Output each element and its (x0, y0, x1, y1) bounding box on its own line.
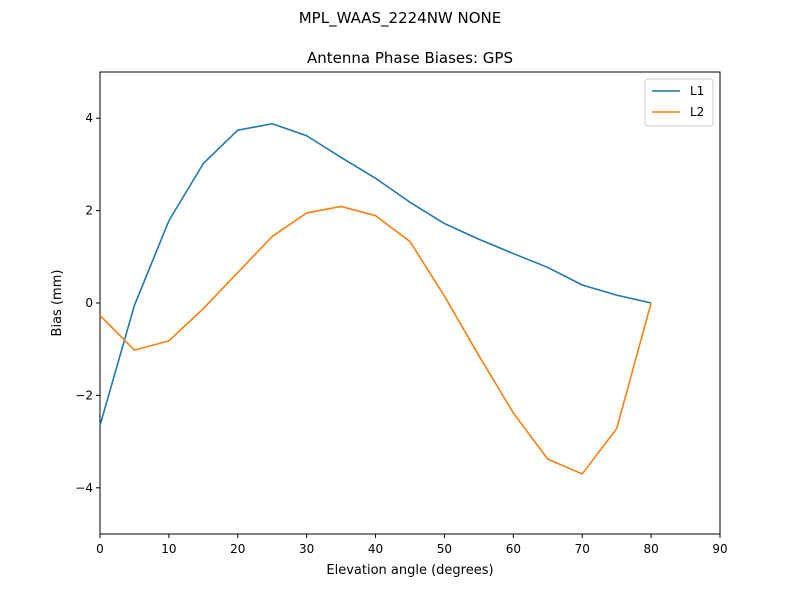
x-tick-label: 40 (368, 542, 383, 556)
legend-label-l1: L1 (690, 84, 704, 98)
x-tick-label: 70 (575, 542, 590, 556)
y-axis-label: Bias (mm) (50, 270, 65, 337)
legend-label-l2: L2 (690, 105, 704, 119)
series-line-l1 (99, 122, 652, 426)
y-axis: −4 −2 0 2 4 (75, 111, 100, 495)
plot-area-frame (99, 71, 721, 535)
x-tick-label: 0 (96, 542, 104, 556)
x-tick-label: 10 (161, 542, 176, 556)
series-lines (99, 122, 652, 475)
x-axis: 0 10 20 30 40 50 60 70 80 90 (96, 534, 728, 556)
x-axis-label: Elevation angle (degrees) (326, 563, 493, 578)
x-tick-label: 50 (437, 542, 452, 556)
y-tick-label: 4 (85, 111, 93, 125)
y-tick-label: −2 (75, 388, 93, 402)
y-tick-label: −4 (75, 481, 93, 495)
series-line-l2 (99, 205, 652, 475)
figure-suptitle: MPL_WAAS_2224NW NONE (298, 9, 502, 27)
x-tick-label: 30 (299, 542, 314, 556)
x-tick-label: 60 (506, 542, 521, 556)
y-tick-label: 0 (85, 296, 93, 310)
legend: L1 L2 (644, 78, 714, 127)
x-tick-label: 90 (712, 542, 727, 556)
x-tick-label: 20 (230, 542, 245, 556)
chart-title: Antenna Phase Biases: GPS (307, 49, 513, 67)
x-tick-label: 80 (643, 542, 658, 556)
y-tick-label: 2 (85, 204, 93, 218)
